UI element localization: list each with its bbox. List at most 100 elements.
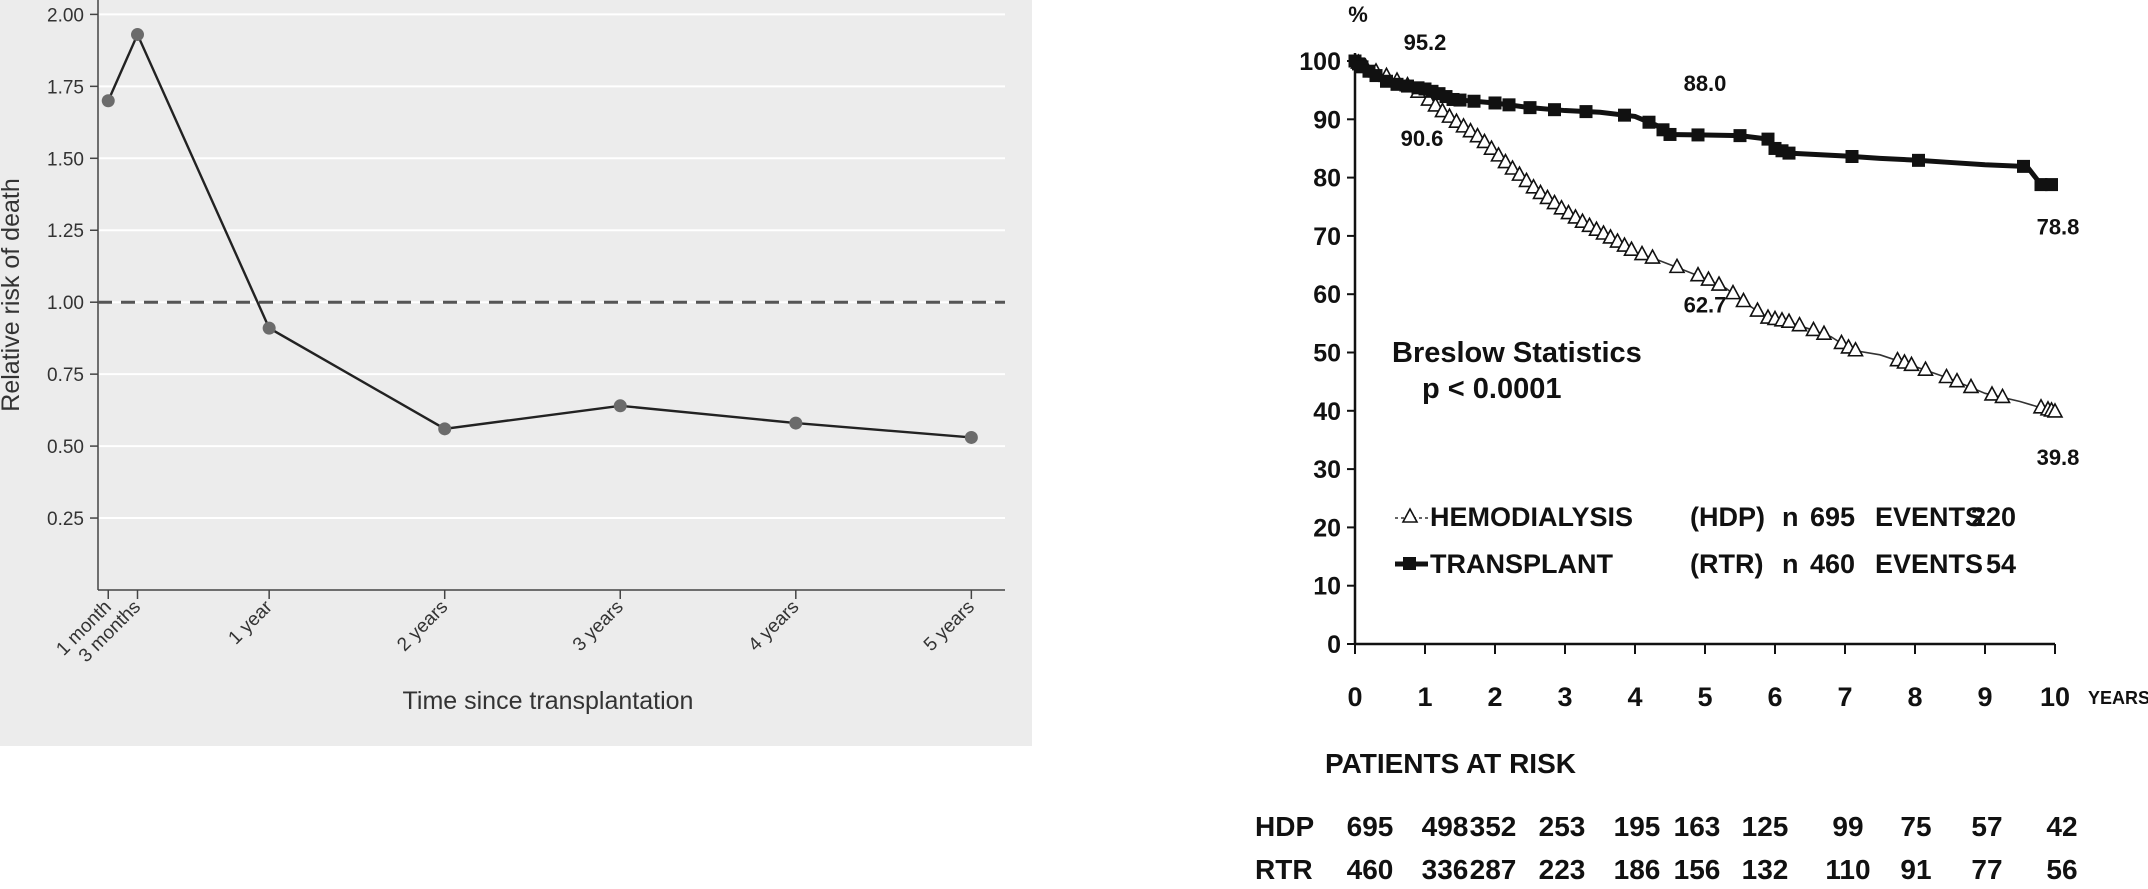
x-tick-label: 6 bbox=[1767, 682, 1782, 712]
at-risk-value: 56 bbox=[2046, 854, 2077, 885]
hemodialysis-marker bbox=[1847, 341, 1864, 357]
at-risk-value: 460 bbox=[1347, 854, 1394, 885]
x-tick-label: 1 year bbox=[225, 596, 278, 649]
y-tick-label: 20 bbox=[1313, 514, 1341, 542]
x-tick-label: 1 bbox=[1417, 682, 1432, 712]
hemodialysis-marker bbox=[1805, 320, 1822, 337]
x-tick-label: 10 bbox=[2040, 682, 2070, 712]
data-point bbox=[262, 321, 276, 335]
hemodialysis-marker bbox=[1434, 101, 1451, 118]
legend-series-name: TRANSPLANT bbox=[1430, 549, 1613, 579]
transplant-marker bbox=[1401, 79, 1414, 93]
x-tick-label: 0 bbox=[1347, 682, 1362, 712]
transplant-marker bbox=[1453, 93, 1467, 107]
plot-area bbox=[98, 0, 1005, 590]
legend-n-label: n bbox=[1782, 502, 1799, 532]
hemodialysis-marker bbox=[1518, 171, 1535, 188]
at-risk-value: 125 bbox=[1742, 811, 1789, 842]
transplant-marker bbox=[1663, 127, 1677, 141]
at-risk-value: 156 bbox=[1674, 854, 1721, 885]
at-risk-row-label: HDP bbox=[1255, 811, 1314, 842]
hemodialysis-marker bbox=[1511, 165, 1528, 181]
transplant-marker bbox=[1579, 105, 1593, 119]
legend-events-value: 54 bbox=[1986, 549, 2016, 579]
hemodialysis-marker bbox=[1668, 257, 1686, 274]
hemodialysis-marker bbox=[1546, 193, 1563, 210]
x-tick-label: 3 years bbox=[569, 597, 628, 656]
transplant-marker bbox=[1733, 129, 1747, 143]
hemodialysis-marker bbox=[1962, 377, 1980, 394]
transplant-marker bbox=[1502, 98, 1516, 112]
x-tick-label: 5 bbox=[1697, 682, 1712, 712]
legend-abbr: (RTR) bbox=[1690, 549, 1763, 579]
at-risk-row-label: RTR bbox=[1255, 854, 1313, 885]
at-risk-title: PATIENTS AT RISK bbox=[1325, 748, 1576, 779]
y-tick-label: 60 bbox=[1313, 281, 1341, 309]
data-point bbox=[613, 399, 627, 413]
y-axis-title: Relative risk of death bbox=[0, 178, 25, 411]
y-tick-label: 30 bbox=[1313, 456, 1341, 484]
y-tick-label: 100 bbox=[1299, 48, 1341, 76]
at-risk-value: 99 bbox=[1832, 811, 1863, 842]
y-tick-label: 2.00 bbox=[47, 5, 84, 26]
value-annotation: 95.2 bbox=[1404, 30, 1447, 55]
y-tick-label: 1.75 bbox=[47, 77, 84, 98]
y-tick-label: 10 bbox=[1313, 573, 1341, 601]
hemodialysis-marker bbox=[1476, 132, 1493, 149]
transplant-marker bbox=[2045, 178, 2058, 192]
hemodialysis-marker bbox=[1504, 159, 1521, 175]
x-unit-label: YEARS bbox=[2088, 688, 2148, 708]
y-tick-label: 1.50 bbox=[47, 149, 84, 170]
y-tick-label: 50 bbox=[1313, 340, 1341, 368]
at-risk-value: 287 bbox=[1470, 854, 1517, 885]
hemodialysis-marker bbox=[1710, 275, 1728, 291]
legend-n-value: 460 bbox=[1810, 549, 1855, 579]
hemodialysis-marker bbox=[1983, 385, 2001, 401]
hemodialysis-marker bbox=[1749, 301, 1766, 317]
y-tick-label: 1.00 bbox=[47, 293, 84, 314]
hemodialysis-marker bbox=[1427, 96, 1444, 112]
legend-n-value: 695 bbox=[1810, 502, 1855, 532]
hemodialysis-marker bbox=[1525, 178, 1542, 194]
hemodialysis-marker bbox=[1903, 355, 1920, 372]
hemodialysis-marker bbox=[1700, 270, 1717, 286]
hemodialysis-marker bbox=[1469, 126, 1486, 143]
data-point bbox=[789, 416, 803, 430]
value-annotation: 78.8 bbox=[2037, 215, 2080, 240]
transplant-marker bbox=[1691, 128, 1705, 142]
at-risk-value: 223 bbox=[1539, 854, 1586, 885]
hemodialysis-marker bbox=[1735, 291, 1752, 308]
hemodialysis-marker bbox=[1938, 367, 1955, 384]
legend-events-label: EVENTS bbox=[1875, 549, 1983, 579]
x-tick-label: 2 years bbox=[393, 597, 452, 656]
transplant-marker bbox=[1380, 74, 1393, 88]
at-risk-value: 75 bbox=[1900, 811, 1931, 842]
y-tick-label: 40 bbox=[1313, 398, 1341, 426]
at-risk-value: 253 bbox=[1539, 811, 1586, 842]
transplant-marker bbox=[1390, 77, 1404, 91]
hemodialysis-marker bbox=[1815, 324, 1833, 341]
legend-transplant-marker bbox=[1403, 557, 1416, 570]
stats-pvalue: p < 0.0001 bbox=[1422, 373, 1561, 405]
hemodialysis-marker bbox=[1689, 266, 1707, 282]
hemodialysis-marker bbox=[1483, 139, 1500, 155]
hemodialysis-marker bbox=[1724, 283, 1742, 300]
transplant-marker bbox=[1782, 146, 1796, 160]
transplant-marker bbox=[2034, 178, 2048, 192]
x-tick-label: 4 bbox=[1627, 682, 1642, 712]
data-point bbox=[101, 94, 115, 108]
at-risk-value: 42 bbox=[2046, 811, 2077, 842]
hemodialysis-marker bbox=[1623, 240, 1640, 256]
hemodialysis-marker bbox=[1780, 312, 1798, 328]
hemodialysis-marker bbox=[1497, 152, 1514, 169]
hemodialysis-marker bbox=[1917, 360, 1934, 376]
transplant-marker bbox=[1523, 101, 1537, 115]
x-axis-title: Time since transplantation bbox=[403, 687, 694, 715]
hemodialysis-marker bbox=[1539, 188, 1556, 205]
transplant-marker bbox=[1369, 69, 1383, 83]
transplant-marker bbox=[1618, 108, 1631, 122]
hemodialysis-marker bbox=[1644, 248, 1661, 264]
x-tick-label: 4 years bbox=[744, 597, 803, 656]
legend-abbr: (HDP) bbox=[1690, 502, 1765, 532]
legend-n-label: n bbox=[1782, 549, 1799, 579]
